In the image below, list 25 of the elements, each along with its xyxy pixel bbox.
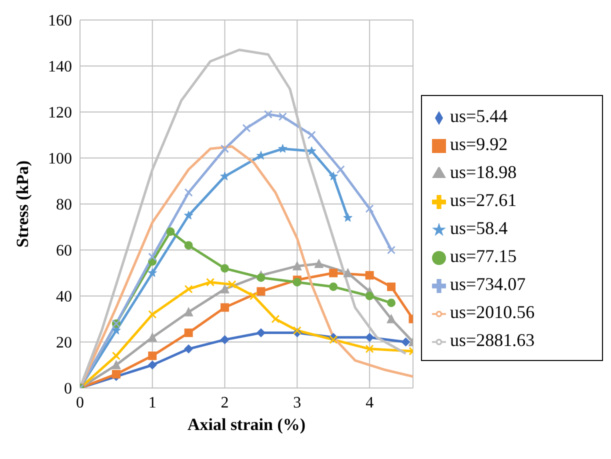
y-tick-label: 160 [48, 12, 72, 30]
y-tick-label: 0 [64, 380, 72, 398]
y-axis-title: Stress (kPa) [13, 160, 32, 248]
y-tick-label: 120 [48, 104, 72, 122]
y-tick-label: 140 [48, 58, 72, 76]
legend-label: us=58.4 [450, 218, 508, 238]
x-axis-title: Axial strain (%) [187, 415, 306, 434]
x-tick-label: 2 [220, 394, 229, 412]
y-tick-label: 100 [48, 150, 72, 168]
x-tick-label: 0 [76, 394, 84, 412]
x-tick-label: 3 [293, 394, 302, 412]
legend-label: us=77.15 [450, 246, 517, 266]
x-tick-label: 4 [366, 394, 374, 412]
y-tick-label: 80 [56, 196, 72, 214]
legend-label: us=2881.63 [450, 330, 535, 350]
y-tick-label: 60 [56, 242, 72, 260]
y-tick-label: 20 [56, 334, 72, 352]
legend-label: us=2010.56 [450, 302, 535, 322]
x-tick-label: 1 [148, 394, 156, 412]
legend-label: us=734.07 [450, 274, 526, 294]
legend-label: us=9.92 [450, 134, 508, 154]
legend-label: us=18.98 [450, 162, 517, 182]
legend-label: us=27.61 [450, 190, 517, 210]
y-tick-label: 40 [56, 288, 72, 306]
legend-label: us=5.44 [450, 106, 508, 126]
